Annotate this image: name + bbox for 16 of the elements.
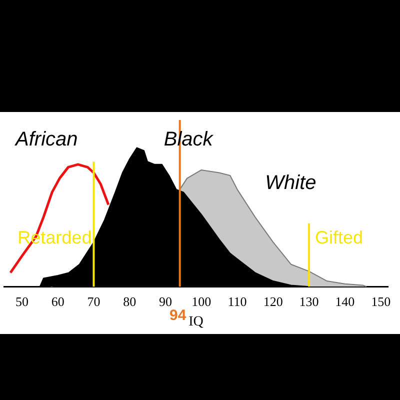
x-tick-label: 90 [158, 294, 172, 309]
x-tick-label: 140 [335, 294, 355, 309]
x-tick-label: 60 [51, 294, 64, 309]
x-tick-label: 70 [87, 294, 100, 309]
series-label: African [14, 128, 78, 151]
series-label: White [265, 172, 316, 194]
x-tick-label: 50 [15, 294, 28, 309]
ref-line-label: Gifted [315, 227, 364, 248]
x-tick-label: 100 [192, 294, 212, 309]
x-tick-label: 120 [263, 294, 283, 309]
x-tick-label: 80 [123, 294, 136, 309]
x-tick-label: 130 [299, 294, 319, 309]
x-tick-label: 110 [228, 294, 247, 309]
x-tick-label: 150 [371, 294, 391, 309]
ref-line-label: 94 [170, 307, 187, 324]
x-axis-title: IQ [188, 314, 204, 330]
